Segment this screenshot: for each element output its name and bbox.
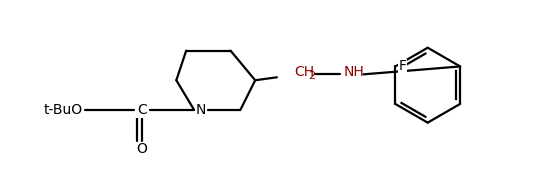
Text: t-BuO: t-BuO — [43, 103, 83, 117]
Text: 2: 2 — [308, 71, 316, 81]
Text: C: C — [137, 103, 147, 117]
Text: CH: CH — [295, 65, 315, 79]
Text: NH: NH — [344, 65, 365, 79]
Text: F: F — [398, 59, 406, 74]
Text: N: N — [196, 103, 206, 117]
Text: O: O — [136, 142, 147, 156]
